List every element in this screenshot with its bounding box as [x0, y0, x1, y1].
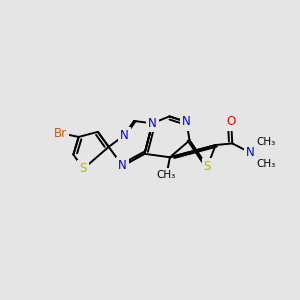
Text: N: N — [148, 117, 157, 130]
Text: S: S — [80, 162, 87, 175]
Text: N: N — [182, 116, 191, 128]
Text: O: O — [226, 116, 236, 128]
Text: N: N — [118, 159, 127, 172]
Text: CH₃: CH₃ — [256, 159, 275, 169]
Text: CH₃: CH₃ — [157, 170, 176, 180]
Text: N: N — [120, 129, 129, 142]
Text: S: S — [204, 160, 211, 173]
Text: Br: Br — [54, 127, 67, 140]
Text: CH₃: CH₃ — [256, 137, 275, 147]
Text: N: N — [246, 146, 255, 159]
